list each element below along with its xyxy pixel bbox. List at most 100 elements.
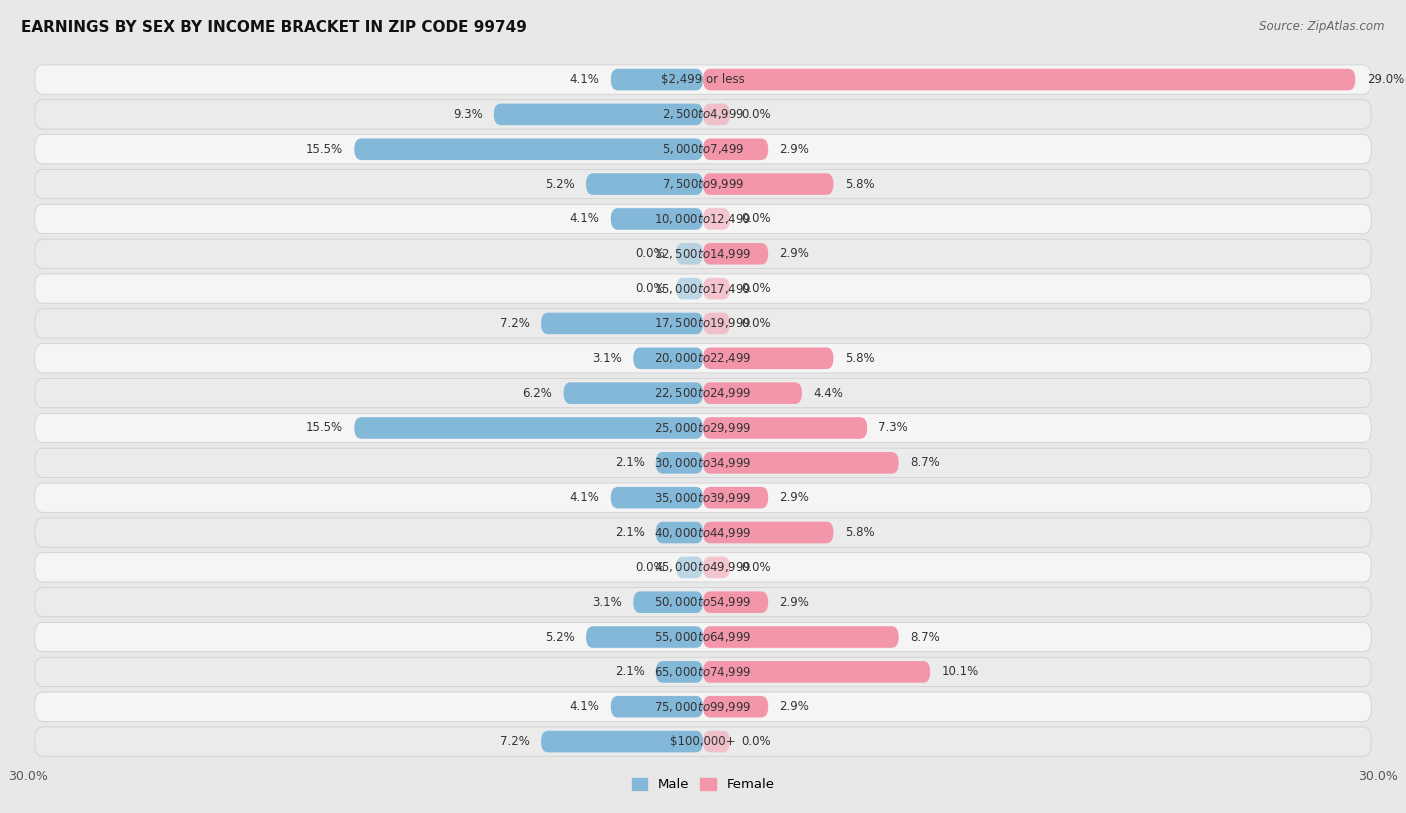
Text: 0.0%: 0.0% xyxy=(741,317,770,330)
FancyBboxPatch shape xyxy=(494,103,703,125)
FancyBboxPatch shape xyxy=(655,452,703,474)
FancyBboxPatch shape xyxy=(703,382,801,404)
FancyBboxPatch shape xyxy=(35,692,1371,721)
Text: 0.0%: 0.0% xyxy=(636,561,665,574)
Text: 5.8%: 5.8% xyxy=(845,526,875,539)
FancyBboxPatch shape xyxy=(703,696,768,718)
Text: 2.9%: 2.9% xyxy=(779,247,810,260)
Text: 0.0%: 0.0% xyxy=(741,212,770,225)
Text: 3.1%: 3.1% xyxy=(592,352,621,365)
Text: 0.0%: 0.0% xyxy=(741,735,770,748)
FancyBboxPatch shape xyxy=(633,591,703,613)
Text: 7.2%: 7.2% xyxy=(501,317,530,330)
FancyBboxPatch shape xyxy=(703,243,768,264)
Text: $10,000 to $12,499: $10,000 to $12,499 xyxy=(654,212,752,226)
Text: 2.9%: 2.9% xyxy=(779,700,810,713)
Text: 29.0%: 29.0% xyxy=(1367,73,1403,86)
FancyBboxPatch shape xyxy=(35,623,1371,652)
FancyBboxPatch shape xyxy=(35,448,1371,477)
Text: 3.1%: 3.1% xyxy=(592,596,621,609)
FancyBboxPatch shape xyxy=(35,588,1371,617)
Text: 0.0%: 0.0% xyxy=(636,282,665,295)
Text: $20,000 to $22,499: $20,000 to $22,499 xyxy=(654,351,752,365)
Text: 8.7%: 8.7% xyxy=(910,456,939,469)
FancyBboxPatch shape xyxy=(610,208,703,230)
FancyBboxPatch shape xyxy=(586,626,703,648)
Text: Source: ZipAtlas.com: Source: ZipAtlas.com xyxy=(1260,20,1385,33)
Text: 5.8%: 5.8% xyxy=(845,352,875,365)
Text: 5.8%: 5.8% xyxy=(845,177,875,190)
Text: 5.2%: 5.2% xyxy=(546,631,575,644)
Text: 15.5%: 15.5% xyxy=(307,143,343,156)
FancyBboxPatch shape xyxy=(354,417,703,439)
FancyBboxPatch shape xyxy=(35,309,1371,338)
FancyBboxPatch shape xyxy=(35,135,1371,164)
FancyBboxPatch shape xyxy=(541,731,703,752)
FancyBboxPatch shape xyxy=(35,169,1371,198)
FancyBboxPatch shape xyxy=(676,243,703,264)
Text: 4.1%: 4.1% xyxy=(569,212,599,225)
FancyBboxPatch shape xyxy=(703,522,834,543)
Text: $22,500 to $24,999: $22,500 to $24,999 xyxy=(654,386,752,400)
FancyBboxPatch shape xyxy=(35,553,1371,582)
Text: 15.5%: 15.5% xyxy=(307,421,343,434)
Text: 0.0%: 0.0% xyxy=(741,561,770,574)
FancyBboxPatch shape xyxy=(703,452,898,474)
FancyBboxPatch shape xyxy=(35,239,1371,268)
Text: 7.2%: 7.2% xyxy=(501,735,530,748)
Text: $12,500 to $14,999: $12,500 to $14,999 xyxy=(654,247,752,261)
FancyBboxPatch shape xyxy=(655,522,703,543)
FancyBboxPatch shape xyxy=(354,138,703,160)
FancyBboxPatch shape xyxy=(35,413,1371,442)
FancyBboxPatch shape xyxy=(703,557,730,578)
FancyBboxPatch shape xyxy=(35,204,1371,233)
FancyBboxPatch shape xyxy=(35,518,1371,547)
Text: 0.0%: 0.0% xyxy=(636,247,665,260)
FancyBboxPatch shape xyxy=(703,69,1355,90)
FancyBboxPatch shape xyxy=(610,69,703,90)
FancyBboxPatch shape xyxy=(703,487,768,508)
FancyBboxPatch shape xyxy=(676,557,703,578)
FancyBboxPatch shape xyxy=(35,657,1371,686)
FancyBboxPatch shape xyxy=(586,173,703,195)
FancyBboxPatch shape xyxy=(633,347,703,369)
Text: 0.0%: 0.0% xyxy=(741,108,770,121)
Text: 0.0%: 0.0% xyxy=(741,282,770,295)
FancyBboxPatch shape xyxy=(703,731,730,752)
FancyBboxPatch shape xyxy=(35,727,1371,756)
FancyBboxPatch shape xyxy=(703,313,730,334)
FancyBboxPatch shape xyxy=(703,661,931,683)
Text: $65,000 to $74,999: $65,000 to $74,999 xyxy=(654,665,752,679)
Text: $35,000 to $39,999: $35,000 to $39,999 xyxy=(654,491,752,505)
Text: 8.7%: 8.7% xyxy=(910,631,939,644)
FancyBboxPatch shape xyxy=(610,487,703,508)
Text: 9.3%: 9.3% xyxy=(453,108,482,121)
Text: $15,000 to $17,499: $15,000 to $17,499 xyxy=(654,281,752,296)
FancyBboxPatch shape xyxy=(35,483,1371,512)
Text: $75,000 to $99,999: $75,000 to $99,999 xyxy=(654,700,752,714)
FancyBboxPatch shape xyxy=(703,417,868,439)
Text: $25,000 to $29,999: $25,000 to $29,999 xyxy=(654,421,752,435)
FancyBboxPatch shape xyxy=(35,344,1371,373)
Text: 2.1%: 2.1% xyxy=(614,456,644,469)
FancyBboxPatch shape xyxy=(610,696,703,718)
Text: $55,000 to $64,999: $55,000 to $64,999 xyxy=(654,630,752,644)
FancyBboxPatch shape xyxy=(703,173,834,195)
FancyBboxPatch shape xyxy=(703,347,834,369)
FancyBboxPatch shape xyxy=(703,208,730,230)
Text: 2.1%: 2.1% xyxy=(614,526,644,539)
FancyBboxPatch shape xyxy=(655,661,703,683)
Text: $50,000 to $54,999: $50,000 to $54,999 xyxy=(654,595,752,609)
FancyBboxPatch shape xyxy=(35,379,1371,408)
Text: 10.1%: 10.1% xyxy=(942,665,979,678)
Text: 4.1%: 4.1% xyxy=(569,700,599,713)
Text: 2.9%: 2.9% xyxy=(779,596,810,609)
FancyBboxPatch shape xyxy=(703,278,730,299)
Text: $7,500 to $9,999: $7,500 to $9,999 xyxy=(662,177,744,191)
FancyBboxPatch shape xyxy=(703,591,768,613)
Text: $5,000 to $7,499: $5,000 to $7,499 xyxy=(662,142,744,156)
Text: 5.2%: 5.2% xyxy=(546,177,575,190)
FancyBboxPatch shape xyxy=(35,100,1371,129)
FancyBboxPatch shape xyxy=(35,65,1371,94)
Text: 6.2%: 6.2% xyxy=(523,387,553,400)
